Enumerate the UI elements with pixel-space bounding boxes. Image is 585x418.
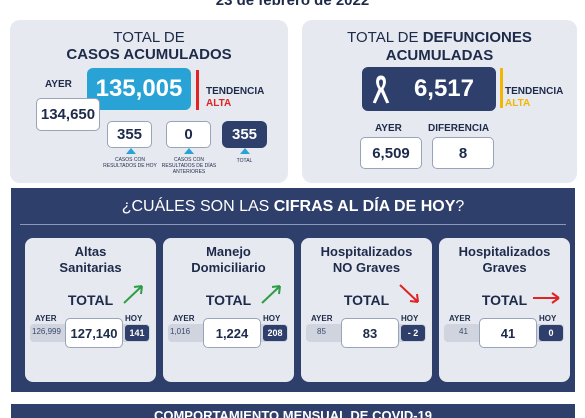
monthly-section bbox=[11, 404, 575, 418]
card-hoy-value: - 2 bbox=[401, 325, 425, 341]
arrow-up-icon bbox=[123, 285, 143, 304]
card-total-label: TOTAL bbox=[67, 292, 114, 308]
arrow-up-icon bbox=[261, 285, 281, 304]
card-total-value: 83 bbox=[341, 318, 399, 348]
deaths-title-line2: ACUMULADAS bbox=[385, 47, 494, 64]
cases-new-today: 355 bbox=[107, 121, 152, 148]
card-hoy-label: HOY bbox=[263, 314, 281, 323]
cases-ayer-value: 134,650 bbox=[36, 98, 100, 131]
cases-title-line1: TOTAL DE bbox=[113, 29, 185, 46]
monthly-section-title: COMPORTAMIENTO MENSUAL DE COVID-19 bbox=[153, 408, 433, 418]
arrow-down-icon bbox=[399, 284, 419, 303]
cases-tendencia-label: TENDENCIA bbox=[206, 86, 265, 97]
card-total-value: 41 bbox=[479, 318, 537, 348]
card-total-value: 127,140 bbox=[65, 318, 123, 348]
card-hoy-label: HOY bbox=[539, 314, 557, 323]
card-manejo-domiciliario: Manejo Domiciliario TOTAL AYER HOY 1,016 … bbox=[163, 238, 294, 382]
deaths-tendencia-label: TENDENCIA bbox=[505, 86, 564, 97]
card-hoy-label: HOY bbox=[401, 314, 419, 323]
ribbon-icon bbox=[366, 71, 396, 107]
card-ayer-label: AYER bbox=[311, 314, 333, 323]
cases-new-total-caption: TOTAL bbox=[236, 158, 253, 164]
card-title: Hospitalizados NO Graves bbox=[320, 244, 413, 275]
card-ayer-label: AYER bbox=[35, 314, 57, 323]
cases-new-total: 355 bbox=[222, 121, 267, 148]
cases-tendencia-value: ALTA bbox=[206, 98, 232, 109]
cases-trend-bar bbox=[196, 70, 199, 110]
card-hoy-value: 208 bbox=[263, 325, 287, 341]
card-hoy-value: 0 bbox=[539, 325, 563, 341]
card-ayer-value: 41 bbox=[459, 327, 468, 336]
card-total-label: TOTAL bbox=[205, 292, 252, 308]
card-total-label: TOTAL bbox=[481, 292, 528, 308]
cases-total-box: 135,005 bbox=[87, 68, 191, 110]
caret-up-icon bbox=[184, 148, 194, 154]
cases-title-line2: CASOS ACUMULADOS bbox=[66, 46, 232, 63]
deaths-ayer-label: AYER bbox=[375, 123, 402, 134]
deaths-trend-bar bbox=[500, 68, 503, 108]
today-section-title: ¿CUÁLES SON LAS CIFRAS AL DÍA DE HOY? bbox=[121, 198, 465, 215]
cases-new-today-caption: CASOS CON RESULTADOS DE HOY bbox=[103, 157, 157, 169]
card-title: Altas Sanitarias bbox=[59, 244, 122, 275]
card-ayer-value: 85 bbox=[317, 327, 326, 336]
deaths-tendencia-value: ALTA bbox=[505, 98, 531, 109]
deaths-ayer-value: 6,509 bbox=[360, 137, 422, 169]
card-ayer-value: 126,999 bbox=[32, 327, 61, 336]
card-ayer-label: AYER bbox=[173, 314, 195, 323]
deaths-diferencia-value: 8 bbox=[432, 137, 494, 169]
deaths-title-line1: TOTAL DE DEFUNCIONES bbox=[347, 29, 532, 46]
card-title: Manejo Domiciliario bbox=[191, 244, 266, 275]
card-altas-sanitarias: Altas Sanitarias TOTAL AYER HOY 126,999 1… bbox=[25, 238, 156, 382]
caret-up-icon bbox=[240, 148, 250, 154]
cases-new-prev-caption: CASOS CON RESULTADOS DE DÍAS ANTERIORES bbox=[161, 157, 217, 175]
arrow-right-icon bbox=[533, 292, 560, 304]
card-hoy-label: HOY bbox=[125, 314, 143, 323]
card-total-value: 1,224 bbox=[203, 318, 261, 348]
report-date: 23 de febrero de 2022 bbox=[215, 0, 370, 9]
caret-up-icon bbox=[126, 148, 136, 154]
card-ayer-label: AYER bbox=[449, 314, 471, 323]
deaths-diferencia-label: DIFERENCIA bbox=[428, 123, 490, 134]
divider bbox=[20, 224, 566, 225]
card-title: Hospitalizados Graves bbox=[458, 244, 551, 275]
card-hospitalizados-graves: Hospitalizados Graves TOTAL AYER HOY 41 4… bbox=[439, 238, 570, 382]
cases-ayer-label: AYER bbox=[45, 79, 72, 90]
card-total-label: TOTAL bbox=[343, 292, 390, 308]
card-hoy-value: 141 bbox=[125, 325, 149, 341]
card-hospitalizados-no-graves: Hospitalizados NO Graves TOTAL AYER HOY 8… bbox=[301, 238, 432, 382]
cases-new-prev: 0 bbox=[166, 121, 211, 148]
card-ayer-value: 1,016 bbox=[170, 327, 191, 336]
